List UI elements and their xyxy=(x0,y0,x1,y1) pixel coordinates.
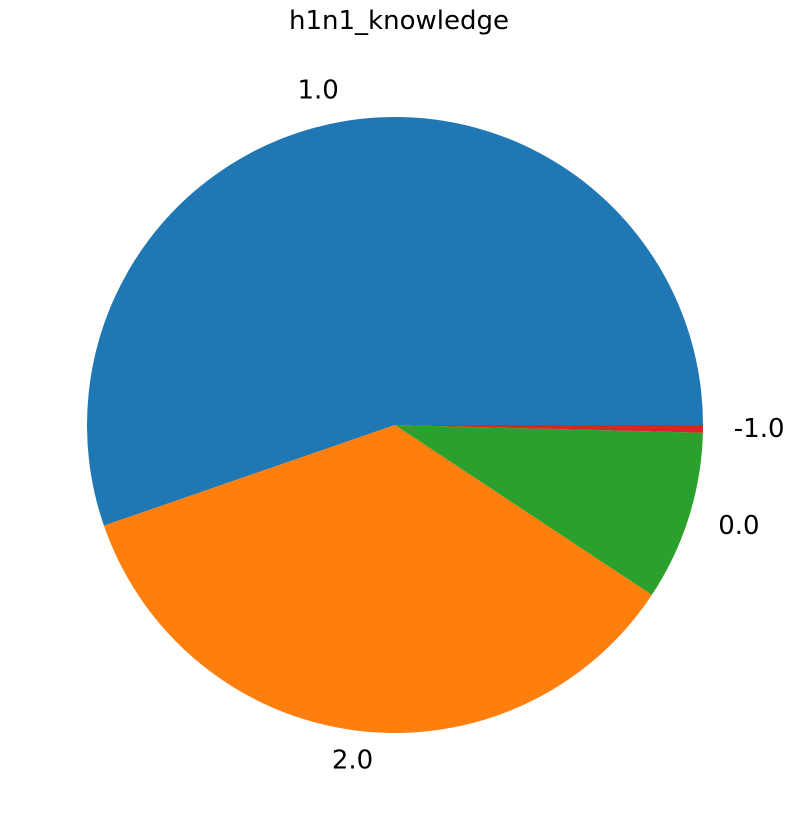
pie-slice-label-1: 2.0 xyxy=(332,746,373,776)
chart-title: h1n1_knowledge xyxy=(289,6,509,36)
pie-slice-2 xyxy=(395,425,703,595)
pie-slice-label-3: -1.0 xyxy=(734,414,785,444)
pie-slice-0 xyxy=(87,117,704,526)
pie-slice-1 xyxy=(103,425,652,733)
pie-slice-label-0: 1.0 xyxy=(297,75,338,105)
pie-slice-label-2: 0.0 xyxy=(718,511,759,541)
pie-slice-3 xyxy=(395,425,703,433)
